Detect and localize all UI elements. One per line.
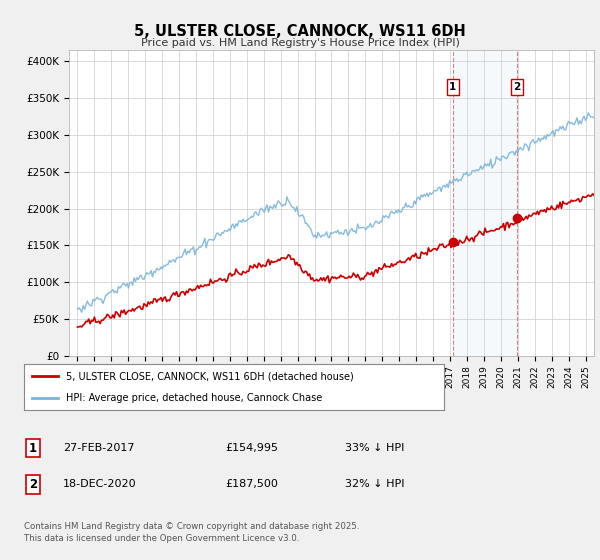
Bar <box>453 50 517 356</box>
Text: Price paid vs. HM Land Registry's House Price Index (HPI): Price paid vs. HM Land Registry's House … <box>140 38 460 48</box>
Text: 32% ↓ HPI: 32% ↓ HPI <box>345 479 404 489</box>
Text: 18-DEC-2020: 18-DEC-2020 <box>63 479 137 489</box>
Text: 2: 2 <box>29 478 37 491</box>
Text: 33% ↓ HPI: 33% ↓ HPI <box>345 443 404 453</box>
Text: £154,995: £154,995 <box>225 443 278 453</box>
Text: 1: 1 <box>449 82 457 92</box>
Text: £187,500: £187,500 <box>225 479 278 489</box>
Text: 1: 1 <box>29 441 37 455</box>
Text: Contains HM Land Registry data © Crown copyright and database right 2025.
This d: Contains HM Land Registry data © Crown c… <box>24 522 359 543</box>
Text: 2: 2 <box>514 82 521 92</box>
Text: 5, ULSTER CLOSE, CANNOCK, WS11 6DH: 5, ULSTER CLOSE, CANNOCK, WS11 6DH <box>134 24 466 39</box>
Text: 27-FEB-2017: 27-FEB-2017 <box>63 443 134 453</box>
Text: 5, ULSTER CLOSE, CANNOCK, WS11 6DH (detached house): 5, ULSTER CLOSE, CANNOCK, WS11 6DH (deta… <box>66 371 354 381</box>
Text: HPI: Average price, detached house, Cannock Chase: HPI: Average price, detached house, Cann… <box>66 393 322 403</box>
